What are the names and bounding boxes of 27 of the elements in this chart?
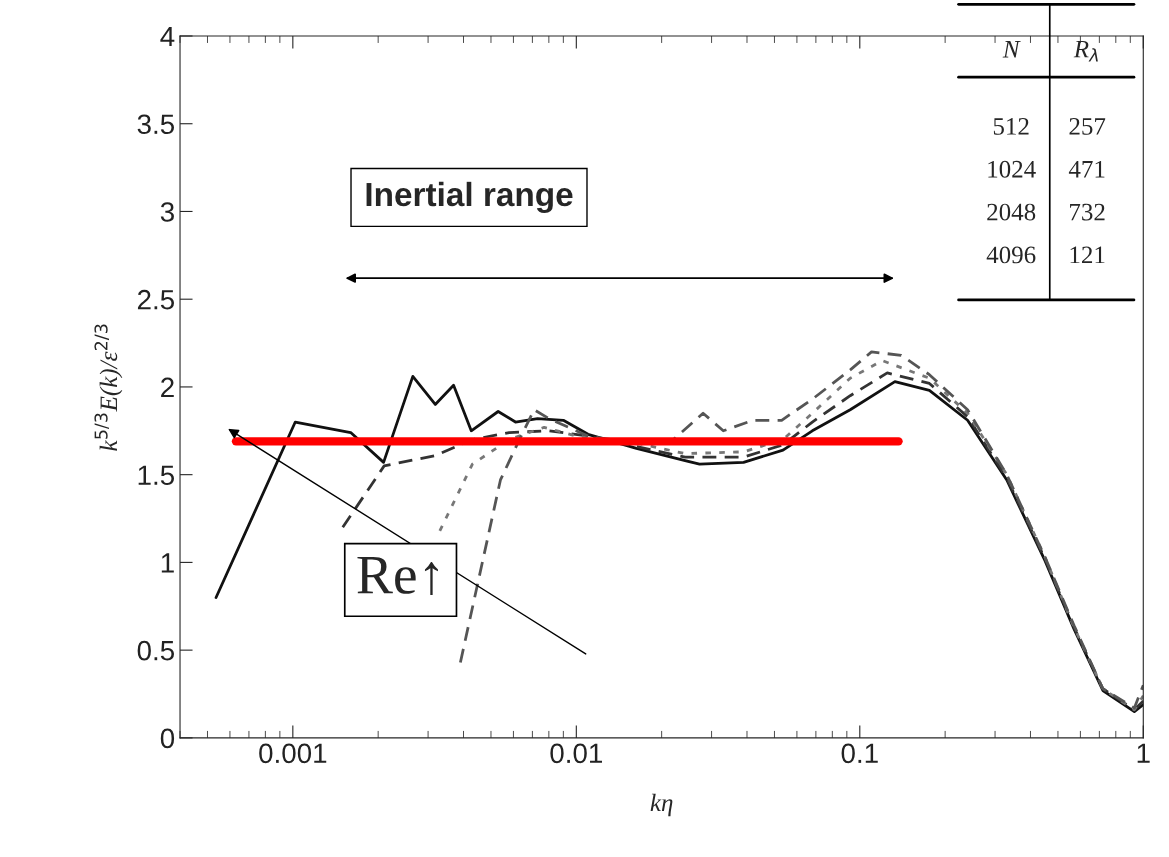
y-tick-label: 1 [161, 553, 174, 573]
annotation: 512 [993, 118, 1029, 135]
x-tick-label: 0.01 [550, 743, 602, 764]
annotation: N [1002, 41, 1021, 58]
annotation: 471 [1068, 160, 1105, 178]
y-tick-label: 0.5 [137, 640, 174, 661]
annotation: 2048 [987, 203, 1036, 221]
y-tick-label: 2 [161, 377, 174, 397]
annotation: Re↑ [357, 556, 438, 595]
x-tick-label: 0.001 [259, 743, 327, 764]
y-tick-label: 3 [160, 202, 174, 222]
y-tick-label: 2.5 [137, 289, 174, 310]
x-tick-label: 1 [1137, 743, 1150, 763]
x-axis-title: kη [650, 793, 673, 817]
annotation: 4096 [986, 246, 1036, 264]
annotation: Inertial range [366, 181, 573, 214]
annotation: 732 [1070, 203, 1105, 221]
annotation: 1024 [988, 160, 1036, 178]
annotation: R$_{λ}$ [1073, 40, 1098, 62]
y-tick-label: 3.5 [137, 114, 174, 135]
annotation: 257 [1069, 118, 1106, 135]
annotation: 121 [1070, 246, 1105, 264]
y-tick-label: 1.5 [138, 465, 174, 486]
y-tick-label: 4 [160, 26, 175, 47]
x-tick-label: 0.1 [841, 743, 878, 764]
y-axis-title: k$^{5/3}$E(k)/ε$^{2/3}$ [94, 324, 123, 451]
y-tick-label: 0 [160, 728, 175, 749]
